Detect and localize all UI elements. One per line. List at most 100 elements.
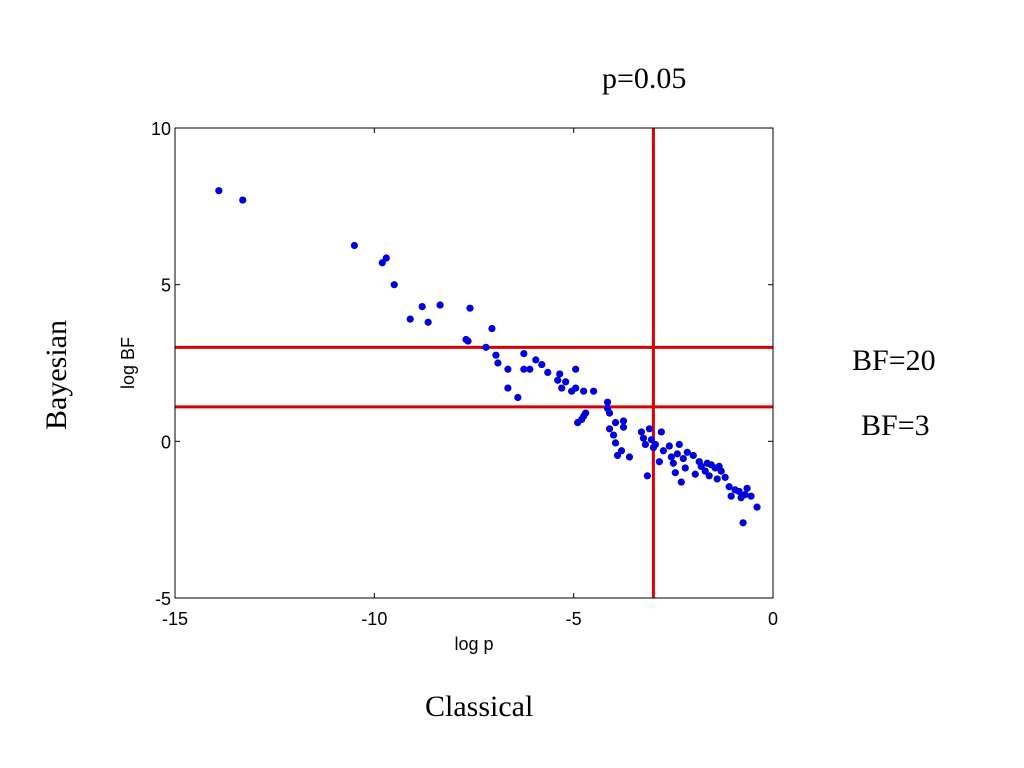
data-point (466, 304, 474, 312)
data-point (514, 393, 522, 402)
data-point (619, 417, 628, 425)
data-point (655, 458, 663, 466)
data-point (488, 324, 496, 333)
x-axis-label: log p (454, 634, 493, 654)
data-point (669, 459, 677, 467)
data-point (667, 453, 675, 461)
data-point (689, 451, 697, 460)
data-point (538, 360, 546, 369)
data-point (611, 439, 620, 447)
y-axis-label: log BF (118, 337, 138, 389)
data-point (424, 318, 432, 326)
data-point (657, 428, 665, 436)
data-point (532, 356, 540, 364)
data-point (675, 440, 683, 449)
x-tick-label: -10 (361, 609, 387, 629)
data-point (520, 350, 528, 358)
data-point (590, 387, 598, 395)
data-point (677, 478, 685, 486)
data-point (739, 519, 747, 527)
data-point (651, 440, 659, 449)
data-point (558, 384, 566, 392)
data-point (671, 469, 679, 477)
data-point (526, 365, 534, 373)
data-point (554, 376, 562, 384)
data-point (406, 315, 414, 323)
data-point (582, 409, 590, 417)
data-point (713, 475, 721, 483)
data-point (605, 425, 614, 433)
plot-area (175, 128, 773, 598)
data-point (580, 387, 588, 395)
data-point (705, 472, 713, 480)
data-point (382, 254, 390, 262)
data-point (390, 281, 398, 289)
data-point (725, 483, 733, 491)
data-points (215, 187, 761, 527)
y-tick-label: 5 (161, 276, 171, 296)
data-point (350, 241, 358, 250)
data-point (717, 467, 725, 475)
y-axis-ticks: -5 0 5 10 (151, 119, 773, 609)
data-point (572, 384, 580, 392)
data-point (721, 473, 729, 481)
data-point (215, 187, 223, 195)
data-point (639, 434, 648, 442)
data-point (544, 368, 552, 376)
data-point (735, 487, 743, 496)
data-point (645, 425, 654, 433)
data-point (572, 365, 580, 373)
data-point (701, 467, 709, 475)
data-point (625, 453, 634, 461)
data-point (691, 470, 699, 478)
p-threshold-annotation: p=0.05 (602, 62, 687, 95)
data-point (617, 447, 626, 455)
data-point (683, 448, 691, 456)
data-point (753, 503, 761, 511)
data-point (747, 492, 755, 500)
data-point (418, 303, 426, 311)
data-point (520, 365, 528, 373)
data-point (637, 428, 646, 436)
data-point (743, 484, 751, 492)
bf20-annotation: BF=20 (852, 344, 936, 377)
data-point (605, 409, 614, 417)
axes-box (174, 127, 774, 599)
data-point (613, 451, 622, 460)
data-point (679, 454, 687, 463)
data-point (647, 436, 656, 444)
data-point (697, 462, 705, 470)
data-point (641, 440, 650, 449)
data-point (462, 335, 470, 344)
data-point (492, 351, 500, 359)
data-point (562, 378, 570, 386)
data-point (504, 365, 512, 373)
data-point (556, 370, 564, 378)
x-tick-label: -5 (566, 609, 582, 629)
data-point (504, 384, 512, 392)
data-point (239, 196, 247, 204)
classical-caption: Classical (425, 690, 534, 723)
data-point (673, 450, 681, 458)
x-tick-label: -15 (162, 609, 188, 629)
data-point (436, 301, 444, 309)
y-tick-label: -5 (155, 589, 171, 609)
data-point (741, 491, 749, 499)
reference-lines (175, 128, 773, 598)
data-point (665, 442, 673, 450)
data-point (619, 423, 628, 431)
data-point (482, 343, 490, 351)
y-tick-label: 10 (151, 119, 171, 139)
data-point (378, 259, 386, 267)
bf3-annotation: BF=3 (861, 409, 930, 442)
x-axis-ticks: -15 -10 -5 0 (162, 128, 778, 629)
data-point (643, 472, 652, 480)
data-point (681, 464, 689, 472)
data-point (494, 359, 502, 367)
y-tick-label: 0 (161, 432, 171, 452)
x-tick-label: 0 (768, 609, 778, 629)
data-point (659, 447, 667, 455)
bayesian-caption: Bayesian (40, 320, 73, 430)
